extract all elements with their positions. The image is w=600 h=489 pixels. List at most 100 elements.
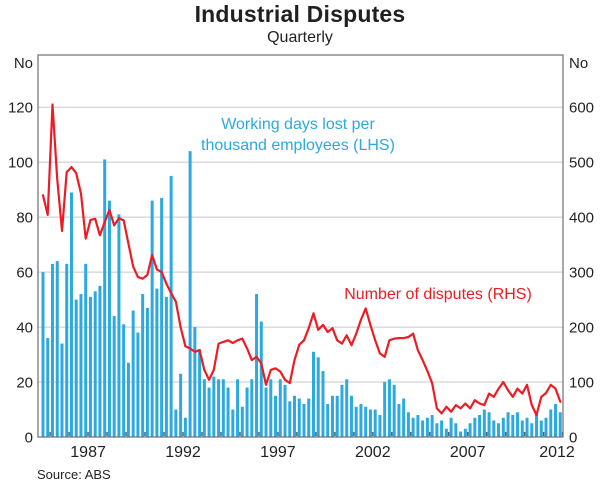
bar (245, 387, 249, 437)
bar (41, 272, 45, 437)
bars-series-label: Working days lost per thousand employees… (118, 114, 478, 156)
bar (516, 412, 520, 437)
bar (131, 310, 135, 437)
bar (174, 409, 178, 437)
bar (387, 379, 391, 437)
bar (88, 296, 92, 437)
bar (117, 214, 121, 437)
bar (373, 409, 377, 437)
bar (345, 379, 349, 437)
bar (397, 404, 401, 437)
bar (122, 324, 126, 437)
right-axis-unit-label: No (569, 55, 589, 72)
bar (150, 200, 154, 437)
bar (250, 379, 254, 437)
bar (478, 415, 482, 437)
bar (65, 263, 69, 437)
bar (558, 412, 562, 437)
bar (169, 175, 173, 437)
bar (316, 357, 320, 437)
bar (188, 151, 192, 437)
bar (539, 420, 543, 437)
bar (93, 291, 97, 437)
line-series-label: Number of disputes (RHS) (344, 286, 532, 303)
left-axis-tick-label: 0 (25, 429, 33, 446)
bar (103, 159, 107, 438)
plot-frame (37, 54, 564, 438)
left-axis-tick-label: 60 (16, 264, 33, 281)
bar (160, 197, 164, 437)
bar (321, 371, 325, 437)
bar (411, 417, 415, 437)
bar (164, 296, 168, 437)
bar (473, 417, 477, 437)
bar (501, 417, 505, 437)
bar (416, 415, 420, 437)
bar (492, 420, 496, 437)
bar (212, 376, 216, 437)
bar (240, 406, 244, 437)
bar (444, 428, 448, 437)
right-axis-tick-label: 0 (569, 429, 577, 446)
x-axis-year-label: 2007 (450, 444, 486, 461)
bar (269, 379, 273, 437)
bar (112, 316, 116, 437)
bar (468, 423, 472, 437)
left-axis-unit-label: No (13, 55, 33, 72)
bar (297, 398, 301, 437)
bar (311, 351, 315, 437)
bar (107, 200, 111, 437)
bar (425, 417, 429, 437)
bar (145, 307, 149, 437)
source-note: Source: ABS (37, 467, 111, 482)
chart-subtitle: Quarterly (267, 29, 333, 46)
right-axis-tick-label: 400 (569, 209, 594, 226)
bar (435, 423, 439, 437)
right-axis-tick-label: 300 (569, 264, 594, 281)
disputes-line (41, 103, 562, 417)
bars-series-label-line2: thousand employees (LHS) (201, 137, 395, 154)
bar (221, 379, 225, 437)
bars-series-label-line1: Working days lost per (221, 116, 375, 133)
bar (141, 294, 145, 437)
bar (454, 423, 458, 437)
bar (402, 398, 406, 437)
chart-title: Industrial Disputes (194, 1, 406, 27)
bar (359, 404, 363, 437)
bar (440, 420, 444, 437)
bar (193, 327, 197, 437)
bar (506, 412, 510, 437)
bar (202, 379, 206, 437)
bar (98, 285, 102, 437)
bar (264, 387, 268, 437)
bar (69, 192, 73, 437)
right-axis-tick-label: 100 (569, 374, 594, 391)
x-axis-year-label: 1997 (260, 444, 296, 461)
bar (554, 404, 558, 437)
right-axis-tick-label: 200 (569, 319, 594, 336)
left-axis-tick-label: 40 (16, 319, 33, 336)
bar (392, 384, 396, 437)
bar (231, 409, 235, 437)
left-axis-tick-label: 120 (8, 99, 33, 116)
bar (383, 382, 387, 437)
bar (274, 395, 278, 437)
bar (487, 412, 491, 437)
bar (354, 406, 358, 437)
x-axis-year-label: 2012 (539, 444, 575, 461)
right-axis-tick-label: 500 (569, 154, 594, 171)
bar (46, 338, 50, 437)
left-axis-tick-label: 100 (8, 154, 33, 171)
bar (525, 417, 529, 437)
bar (449, 417, 453, 437)
bar (378, 415, 382, 437)
bar (136, 332, 140, 437)
bar (307, 398, 311, 437)
bar (430, 415, 434, 437)
bar (421, 420, 425, 437)
left-axis-tick-label: 80 (16, 209, 33, 226)
bar (74, 299, 78, 437)
bar (511, 415, 515, 437)
